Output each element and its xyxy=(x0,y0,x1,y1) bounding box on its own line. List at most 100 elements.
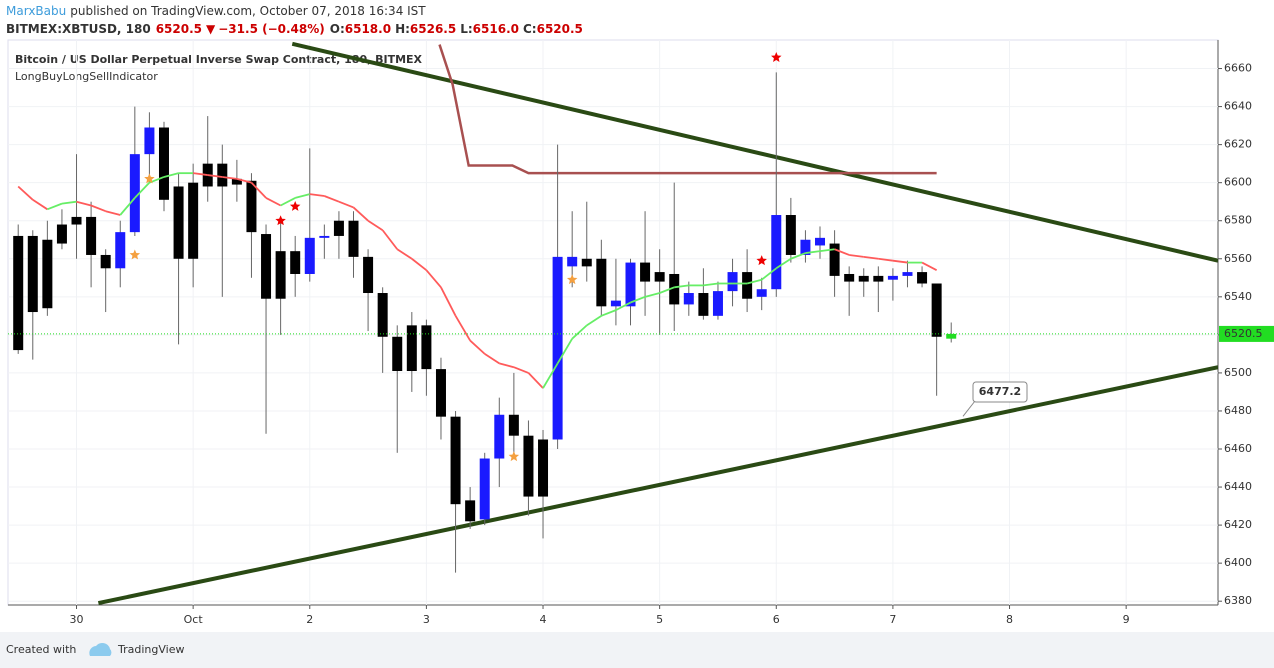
candle-body xyxy=(333,220,344,236)
y-tick-label: 6620 xyxy=(1224,138,1252,151)
y-tick-label: 6600 xyxy=(1224,176,1252,189)
candle-body xyxy=(392,336,403,372)
ma-segment xyxy=(294,193,310,199)
candle-body xyxy=(173,186,184,259)
candle-body xyxy=(100,254,111,269)
ma-segment xyxy=(513,366,529,374)
signal-star xyxy=(508,451,520,462)
ma-segment xyxy=(805,250,821,254)
ma-segment xyxy=(163,172,179,178)
candle-body xyxy=(319,235,330,238)
x-tick-label: 2 xyxy=(306,613,313,626)
ma-segment xyxy=(207,174,223,178)
x-tick-label: 8 xyxy=(1006,613,1013,626)
candle-body xyxy=(42,239,53,309)
candle-body xyxy=(538,439,549,497)
x-tick-label: 9 xyxy=(1123,613,1130,626)
candle-body xyxy=(421,325,432,370)
annotation-label: 6477.2 xyxy=(979,385,1021,398)
candle-body xyxy=(479,458,490,520)
ma-segment xyxy=(425,269,442,288)
y-tick-label: 6480 xyxy=(1224,404,1252,417)
ma-segment xyxy=(892,259,908,264)
candle-body xyxy=(217,163,228,187)
o-value: 6518.0 xyxy=(345,22,391,36)
ma-segment xyxy=(644,292,660,298)
candle-body xyxy=(902,272,913,276)
candle-body xyxy=(129,154,140,233)
ma-segment xyxy=(90,204,107,213)
y-tick-label: 6660 xyxy=(1224,62,1252,75)
ma-segment xyxy=(674,284,689,289)
c-value: 6520.5 xyxy=(537,22,583,36)
symbol: BITMEX:XBTUSD, 180 xyxy=(6,22,151,36)
ma-segment xyxy=(309,193,325,197)
ma-segment xyxy=(47,202,63,211)
x-tick-label: 5 xyxy=(656,613,663,626)
candle-body xyxy=(946,333,957,339)
ma-segment xyxy=(338,200,354,209)
x-tick-label: 30 xyxy=(70,613,84,626)
candle-body xyxy=(785,215,796,255)
candle-body xyxy=(188,182,199,259)
candle-body xyxy=(158,127,169,200)
candle-body xyxy=(683,293,694,305)
published: published on TradingView.com, October 07… xyxy=(70,4,426,18)
last-price-label: 6520.5 xyxy=(1224,327,1263,340)
candle-body xyxy=(523,435,534,497)
footer-brand[interactable]: TradingView xyxy=(117,643,184,656)
candle-body xyxy=(654,272,665,282)
c-label: C: xyxy=(523,22,537,36)
plot xyxy=(8,40,1218,605)
candle-body xyxy=(435,369,446,417)
ma-segment xyxy=(469,339,486,355)
ma-segment xyxy=(367,219,384,231)
candle-body xyxy=(858,275,869,282)
ma-segment xyxy=(222,176,237,180)
ma-segment xyxy=(499,362,515,369)
ma-segment xyxy=(571,324,588,340)
candle-body xyxy=(917,272,928,284)
x-tick-label: Oct xyxy=(184,613,204,626)
h-value: 6526.5 xyxy=(410,22,456,36)
author[interactable]: MarxBabu xyxy=(6,4,66,18)
ma-segment xyxy=(17,185,34,201)
y-tick-label: 6540 xyxy=(1224,290,1252,303)
candle-body xyxy=(640,262,651,282)
ma-segment xyxy=(324,195,340,203)
candle-body xyxy=(231,178,242,185)
ma-segment xyxy=(134,182,151,199)
candle-body xyxy=(494,414,505,459)
candle-body xyxy=(56,224,67,244)
candle-body xyxy=(144,127,155,155)
candle-body xyxy=(931,283,942,337)
candle-body xyxy=(508,414,519,436)
candle-body xyxy=(246,180,257,233)
signal-star xyxy=(771,52,782,62)
ma-segment xyxy=(761,267,777,281)
price: 6520.5 xyxy=(156,22,202,36)
x-tick-label: 3 xyxy=(423,613,430,626)
ma-segment xyxy=(615,301,631,311)
candle-body xyxy=(610,300,621,307)
footer-bg xyxy=(0,632,1274,668)
ma-segment xyxy=(352,206,369,222)
candle-body xyxy=(873,275,884,282)
signal-star xyxy=(129,249,141,260)
ma-segment xyxy=(396,248,413,260)
candle-body xyxy=(829,243,840,276)
symbol-line: BITMEX:XBTUSD, 180 6520.5 ▼ −31.5 (−0.48%) O… xyxy=(6,22,583,36)
ma-segment xyxy=(454,315,471,342)
candle-body xyxy=(290,251,301,274)
l-value: 6516.0 xyxy=(473,22,519,36)
candle-body xyxy=(727,272,738,292)
annotation-box xyxy=(972,381,1028,403)
ma-segment xyxy=(746,278,762,285)
y-tick-label: 6500 xyxy=(1224,366,1252,379)
x-tick-label: 4 xyxy=(540,613,547,626)
y-tick-label: 6580 xyxy=(1224,214,1252,227)
signal-star xyxy=(275,215,286,226)
candle-body xyxy=(581,258,592,267)
candle-body xyxy=(712,291,723,316)
ma-segment xyxy=(381,229,398,250)
